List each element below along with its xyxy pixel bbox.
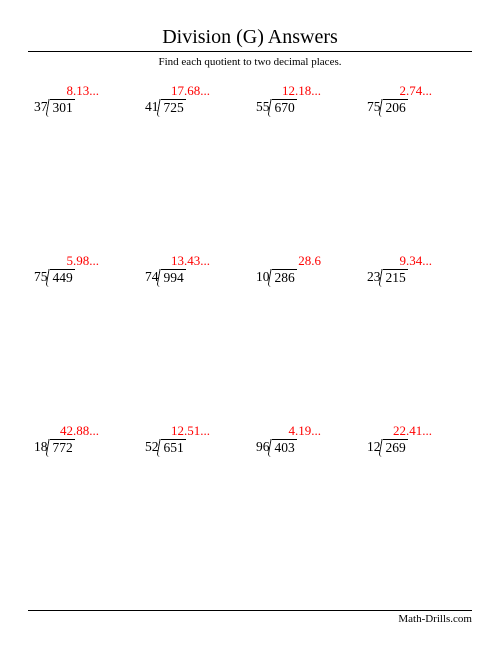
long-division: 37301 [34,99,75,115]
problem: 8.13...37301 [28,82,139,252]
dividend: 670 [272,99,297,115]
problem: 9.34...23215 [361,252,472,422]
problem: 12.18...55670 [250,82,361,252]
dividend: 269 [383,439,408,455]
answer: 9.34... [361,254,472,268]
problem-grid: 8.13...3730117.68...4172512.18...556702.… [28,82,472,592]
dividend: 403 [272,439,297,455]
answer: 42.88... [28,424,139,438]
footer: Math-Drills.com [28,608,472,625]
long-division: 41725 [145,99,186,115]
problem: 13.43...74994 [139,252,250,422]
long-division: 55670 [256,99,297,115]
dividend: 994 [161,269,186,285]
long-division: 23215 [367,269,408,285]
dividend: 651 [161,439,186,455]
long-division: 52651 [145,439,186,455]
dividend: 772 [50,439,75,455]
answer: 8.13... [28,84,139,98]
instructions: Find each quotient to two decimal places… [28,56,472,68]
answer: 4.19... [250,424,361,438]
worksheet-page: Division (G) Answers Find each quotient … [0,0,500,592]
long-division: 96403 [256,439,297,455]
long-division: 18772 [34,439,75,455]
problem: 22.41...12269 [361,422,472,592]
answer: 12.51... [139,424,250,438]
long-division: 75206 [367,99,408,115]
answer: 13.43... [139,254,250,268]
problem: 42.88...18772 [28,422,139,592]
answer: 2.74... [361,84,472,98]
answer: 5.98... [28,254,139,268]
dividend: 215 [383,269,408,285]
answer: 28.6 [250,254,361,268]
footer-rule [28,610,472,611]
dividend: 206 [383,99,408,115]
answer: 17.68... [139,84,250,98]
long-division: 12269 [367,439,408,455]
long-division: 10286 [256,269,297,285]
title-rule [28,51,472,52]
problem: 28.610286 [250,252,361,422]
problem: 2.74...75206 [361,82,472,252]
dividend: 449 [50,269,75,285]
problem: 5.98...75449 [28,252,139,422]
footer-text: Math-Drills.com [28,613,472,625]
answer: 22.41... [361,424,472,438]
long-division: 74994 [145,269,186,285]
long-division: 75449 [34,269,75,285]
dividend: 725 [161,99,186,115]
problem: 4.19...96403 [250,422,361,592]
problem: 17.68...41725 [139,82,250,252]
dividend: 286 [272,269,297,285]
dividend: 301 [50,99,75,115]
page-title: Division (G) Answers [28,26,472,49]
problem: 12.51...52651 [139,422,250,592]
answer: 12.18... [250,84,361,98]
